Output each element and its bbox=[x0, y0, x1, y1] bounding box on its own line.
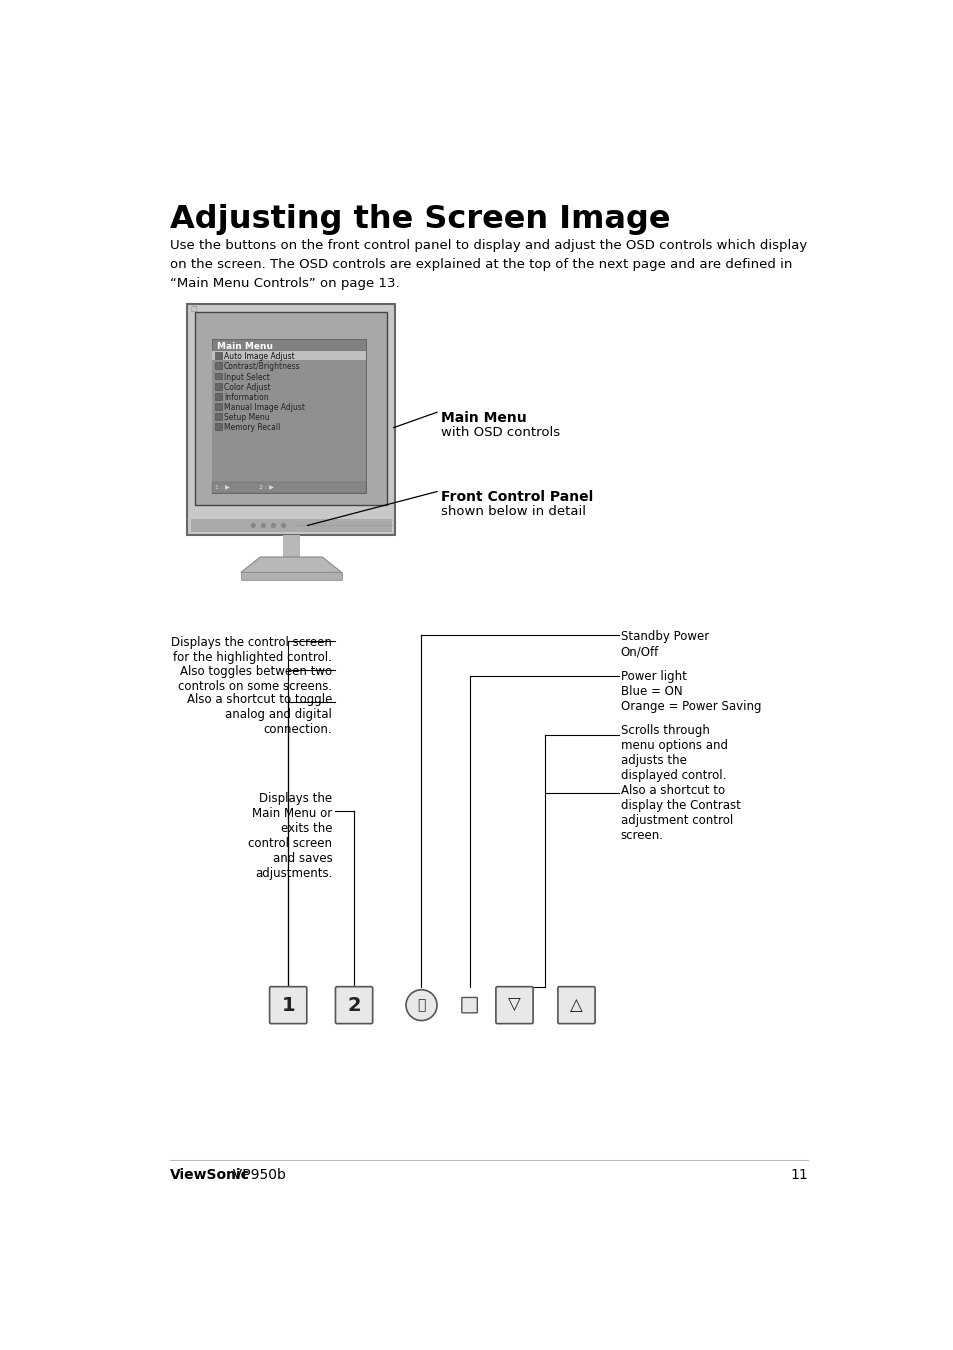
Text: Information: Information bbox=[224, 393, 268, 402]
Text: VP950b: VP950b bbox=[224, 1168, 286, 1181]
Text: Displays the
Main Menu or
exits the
control screen
and saves
adjustments.: Displays the Main Menu or exits the cont… bbox=[248, 792, 332, 880]
Text: with OSD controls: with OSD controls bbox=[440, 427, 559, 439]
Bar bbox=[214, 404, 221, 410]
Text: Also toggles between two
controls on some screens.: Also toggles between two controls on som… bbox=[178, 664, 332, 693]
Text: Memory Recall: Memory Recall bbox=[224, 424, 280, 432]
Text: Auto Image Adjust: Auto Image Adjust bbox=[224, 352, 294, 362]
Bar bbox=[195, 312, 387, 505]
Bar bbox=[214, 424, 221, 431]
Text: Input Select: Input Select bbox=[224, 373, 270, 382]
Bar bbox=[212, 350, 365, 360]
FancyBboxPatch shape bbox=[335, 987, 373, 1023]
Bar bbox=[214, 352, 221, 359]
Circle shape bbox=[252, 524, 255, 528]
FancyBboxPatch shape bbox=[558, 987, 595, 1023]
FancyBboxPatch shape bbox=[496, 987, 533, 1023]
Text: 1 : ▶: 1 : ▶ bbox=[215, 485, 230, 490]
Text: Manual Image Adjust: Manual Image Adjust bbox=[224, 404, 305, 412]
Bar bbox=[212, 339, 365, 493]
Text: Standby Power
On/Off: Standby Power On/Off bbox=[620, 630, 708, 659]
Bar bbox=[212, 482, 365, 493]
Text: ViewSonic: ViewSonic bbox=[170, 1168, 250, 1181]
Bar bbox=[214, 413, 221, 420]
Bar bbox=[241, 572, 341, 580]
Circle shape bbox=[281, 524, 285, 528]
Text: △: △ bbox=[570, 996, 582, 1014]
Text: Main Menu: Main Menu bbox=[216, 342, 273, 351]
Text: Also a shortcut to toggle
analog and digital
connection.: Also a shortcut to toggle analog and dig… bbox=[187, 694, 332, 736]
FancyBboxPatch shape bbox=[270, 987, 307, 1023]
Text: Setup Menu: Setup Menu bbox=[224, 413, 269, 423]
Text: ▽: ▽ bbox=[508, 996, 520, 1014]
Bar bbox=[214, 362, 221, 370]
Bar bbox=[212, 350, 365, 493]
Bar bbox=[282, 536, 299, 558]
Text: 1: 1 bbox=[281, 996, 294, 1015]
Text: shown below in detail: shown below in detail bbox=[440, 505, 585, 518]
Text: Use the buttons on the front control panel to display and adjust the OSD control: Use the buttons on the front control pan… bbox=[170, 239, 806, 290]
Text: 2: 2 bbox=[347, 996, 360, 1015]
Circle shape bbox=[406, 990, 436, 1021]
Text: Scrolls through
menu options and
adjusts the
displayed control.: Scrolls through menu options and adjusts… bbox=[620, 724, 727, 782]
Text: ⏻: ⏻ bbox=[416, 998, 425, 1012]
Bar bbox=[214, 393, 221, 400]
Bar bbox=[191, 518, 392, 532]
Text: Front Control Panel: Front Control Panel bbox=[440, 490, 593, 504]
Text: Adjusting the Screen Image: Adjusting the Screen Image bbox=[170, 204, 669, 235]
Polygon shape bbox=[241, 558, 341, 572]
Bar bbox=[187, 305, 395, 536]
Text: Also a shortcut to
display the Contrast
adjustment control
screen.: Also a shortcut to display the Contrast … bbox=[620, 784, 740, 842]
Text: Contrast/Brightness: Contrast/Brightness bbox=[224, 362, 300, 371]
Text: Color Adjust: Color Adjust bbox=[224, 382, 271, 391]
Text: 2 : ▶: 2 : ▶ bbox=[258, 485, 274, 490]
Bar bbox=[214, 373, 221, 379]
Circle shape bbox=[272, 524, 275, 528]
Text: Displays the control screen
for the highlighted control.: Displays the control screen for the high… bbox=[172, 636, 332, 664]
FancyBboxPatch shape bbox=[461, 998, 476, 1012]
Text: Main Menu: Main Menu bbox=[440, 410, 526, 425]
Text: 11: 11 bbox=[790, 1168, 807, 1181]
Circle shape bbox=[261, 524, 265, 528]
Bar bbox=[214, 382, 221, 390]
Text: □: □ bbox=[191, 306, 197, 312]
Text: Power light
Blue = ON
Orange = Power Saving: Power light Blue = ON Orange = Power Sav… bbox=[620, 670, 760, 713]
